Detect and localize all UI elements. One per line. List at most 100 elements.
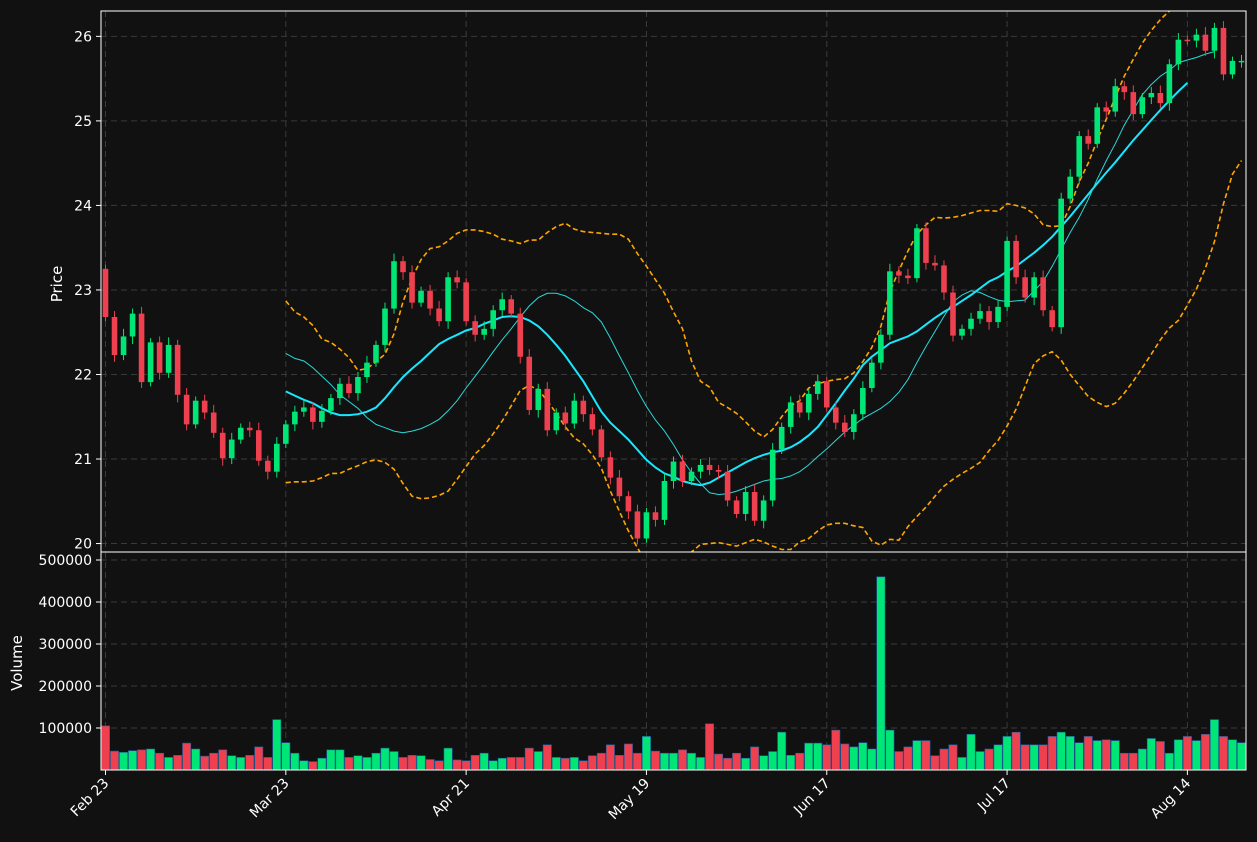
candle-body [1076,136,1083,177]
volume-bar [272,719,282,770]
volume-bar [1155,741,1165,770]
candle-body [138,313,145,383]
candle-body [210,412,217,433]
candle-body [1067,176,1073,199]
candle-body [878,334,884,363]
candle-body [869,362,875,389]
candle-body [1049,310,1055,328]
volume-bar [164,757,174,770]
volume-bar [506,757,516,770]
volume-bar [660,752,669,770]
volume-bar [669,752,678,770]
candle-body [697,464,704,472]
volume-bar [1128,752,1138,770]
price-tick-label: 25 [74,114,92,130]
volume-bar [227,755,237,770]
candle-body [1139,97,1146,115]
volume-bar [587,755,597,770]
volume-bar [705,723,715,770]
candle-body [1022,277,1028,298]
candle-body [436,308,442,322]
candle-body [751,491,758,521]
volume-tick-label: 500000 [39,553,92,569]
volume-bar [939,748,949,770]
volume-bar [218,749,228,770]
candle-body [796,402,803,413]
volume-bar [1011,731,1021,770]
volume-bar [1200,733,1210,770]
candle-body [661,480,668,520]
volume-bar [1209,719,1219,770]
volume-bar [578,760,588,770]
candle-body [174,344,181,395]
candle-body [1103,107,1110,112]
volume-bar [921,740,931,770]
volume-bar [398,757,408,770]
volume-bar [1056,731,1066,770]
volume-bar [317,757,327,770]
volume-bar [813,742,823,770]
candle-body [778,426,785,450]
volume-bar [110,750,119,770]
candle-body [400,261,406,273]
volume-bar [443,747,453,770]
candle-body [1211,27,1218,51]
candle-body [526,356,533,410]
volume-bar [425,759,435,770]
candle-body [102,268,109,318]
volume-bar [1219,736,1228,770]
volume-bar [569,757,579,770]
volume-bar [1173,739,1183,770]
volume-bar [371,752,381,770]
candle-body [1004,240,1010,307]
candle-body [1040,277,1046,311]
candle-body [968,318,974,329]
volume-bar [759,755,769,770]
candle-body [787,402,794,427]
volume-bar [407,754,417,770]
volume-bar [209,752,219,770]
candle-body [760,500,767,521]
volume-bar [200,755,210,770]
candle-body [652,512,659,520]
volume-bar [1110,740,1120,770]
volume-tick-label: 100000 [39,721,92,737]
volume-bar [119,752,128,770]
candle-body [111,317,118,356]
volume-bar [1191,740,1201,770]
volume-tick-label: 200000 [39,679,92,695]
candle-body [562,412,569,424]
candle-body [535,388,542,410]
candle-body [1220,27,1227,75]
volume-bar [876,576,886,770]
volume-bar [605,744,615,770]
volume-bar [1065,736,1075,770]
volume-bar [1228,739,1237,770]
candle-body [896,271,902,276]
volume-bar [353,755,363,770]
candle-body [1193,34,1200,41]
candle-body [129,313,136,337]
volume-bar [849,746,859,770]
price-panel: 20 21 22 23 24 25 26 Price [48,10,1247,553]
volume-bar [236,757,246,770]
candle-body [517,313,524,357]
ma-long-line [285,82,1189,487]
volume-bar [732,752,742,770]
volume-bar [786,754,796,770]
volume-bar [155,752,165,770]
candle-body [679,461,686,481]
volume-bar [470,754,480,770]
candle-body [156,342,163,373]
candle-body [255,430,262,461]
volume-bar [687,752,696,770]
volume-bar [1119,752,1129,770]
candle-body [120,336,127,356]
volume-bar [1101,739,1111,770]
candle-body [724,471,731,501]
volume-bar [723,757,733,770]
candle-body [607,457,614,478]
volume-bar [632,752,642,770]
volume-bar [488,760,498,770]
